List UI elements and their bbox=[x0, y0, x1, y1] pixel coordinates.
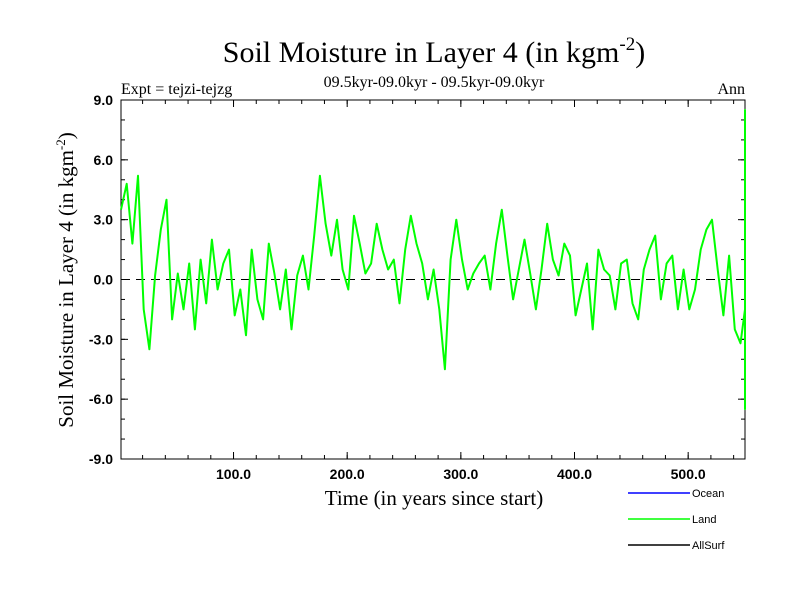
y-axis-label-main: Soil Moisture in Layer 4 (in kgm bbox=[54, 150, 78, 428]
chart-title-main: Soil Moisture in Layer 4 (in kgm bbox=[223, 36, 620, 69]
y-tick-label: -9.0 bbox=[89, 451, 113, 467]
y-axis: -9.0 -6.0 -3.0 0.0 3.0 6.0 9.0 bbox=[89, 92, 745, 467]
subtitle-right: Ann bbox=[717, 81, 745, 98]
x-axis-label: Time (in years since start) bbox=[325, 486, 544, 510]
y-tick-label: 6.0 bbox=[94, 152, 114, 168]
y-tick-label: -6.0 bbox=[89, 391, 113, 407]
x-tick-label: 300.0 bbox=[443, 466, 478, 482]
chart-title: Soil Moisture in Layer 4 (in kgm-2) bbox=[223, 34, 645, 69]
x-tick-label: 400.0 bbox=[557, 466, 592, 482]
x-axis: 100.0 200.0 300.0 400.0 500.0 bbox=[142, 100, 735, 482]
legend-label-land: Land bbox=[692, 514, 716, 526]
y-tick-label: 9.0 bbox=[94, 92, 114, 108]
x-tick-label: 100.0 bbox=[216, 466, 251, 482]
series-line-land bbox=[120, 109, 746, 411]
legend: Ocean Land AllSurf bbox=[628, 488, 725, 552]
y-tick-label: 0.0 bbox=[94, 272, 114, 288]
y-tick-label: 3.0 bbox=[94, 212, 114, 228]
series-layer bbox=[120, 109, 746, 411]
subtitle-center: 09.5kyr-09.0kyr - 09.5kyr-09.0kyr bbox=[324, 74, 545, 91]
x-tick-label: 200.0 bbox=[330, 466, 365, 482]
x-tick-label: 500.0 bbox=[671, 466, 706, 482]
chart-title-sup: -2 bbox=[619, 34, 635, 55]
legend-label-allsurf: AllSurf bbox=[692, 540, 725, 552]
chart-title-close: ) bbox=[635, 36, 645, 69]
y-tick-label: -3.0 bbox=[89, 331, 113, 347]
y-axis-label-sup: -2 bbox=[53, 139, 68, 150]
y-axis-label: Soil Moisture in Layer 4 (in kgm-2) bbox=[53, 132, 78, 427]
subtitle-left: Expt = tejzi-tejzg bbox=[121, 81, 232, 98]
legend-label-ocean: Ocean bbox=[692, 488, 724, 500]
y-axis-label-close: ) bbox=[54, 132, 78, 139]
